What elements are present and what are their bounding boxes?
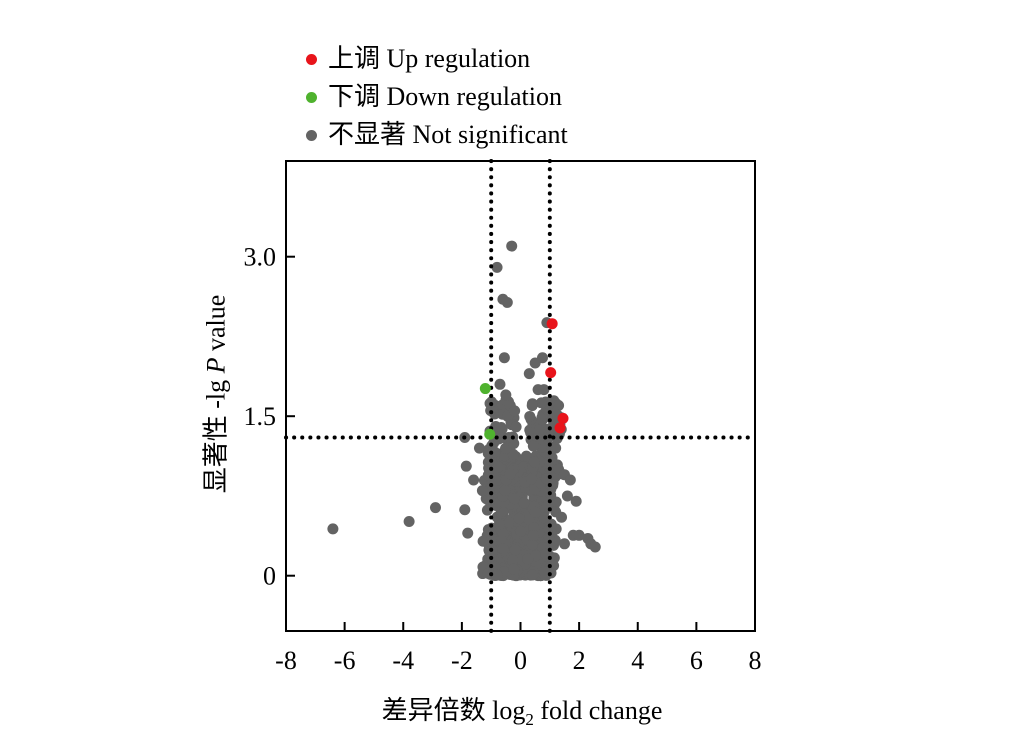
data-point-not-significant [561, 490, 573, 502]
data-point-not-significant [481, 504, 493, 516]
x-axis-label-suffix: fold change [533, 696, 663, 725]
data-point-not-significant [508, 563, 520, 575]
data-point-not-significant [482, 469, 494, 481]
data-point-not-significant [494, 378, 506, 390]
data-point-not-significant [520, 450, 532, 462]
x-axis-label-subscript: 2 [525, 710, 534, 730]
data-point-not-significant [538, 384, 550, 396]
data-point-not-significant [522, 553, 534, 565]
data-point-not-significant [491, 569, 503, 581]
data-point-not-significant [462, 527, 474, 539]
data-point-up-regulated [554, 422, 566, 434]
y-tick-label: 3.0 [244, 243, 277, 272]
data-point-not-significant [500, 389, 512, 401]
data-point-not-significant [528, 456, 540, 468]
y-tick-label: 1.5 [244, 402, 277, 431]
data-point-not-significant [527, 569, 539, 581]
y-axis-label-suffix: value [201, 294, 231, 358]
data-point-not-significant [513, 513, 525, 525]
data-point-up-regulated [557, 412, 569, 424]
data-point-not-significant [473, 442, 485, 454]
data-point-not-significant [525, 427, 537, 439]
data-point-not-significant [570, 495, 582, 507]
x-tick-label: -8 [275, 646, 297, 675]
x-tick-label: -6 [334, 646, 356, 675]
data-point-not-significant [526, 539, 538, 551]
data-point-not-significant [492, 461, 504, 473]
data-point-up-regulated [546, 318, 558, 330]
data-point-not-significant [476, 485, 488, 497]
data-point-not-significant [509, 544, 521, 556]
x-tick-label: -4 [392, 646, 414, 675]
data-point-not-significant [529, 357, 541, 369]
data-point-not-significant [527, 529, 539, 541]
x-tick-label: 2 [573, 646, 586, 675]
data-point-down-regulated [479, 383, 491, 395]
data-point-not-significant [548, 560, 560, 572]
data-point-not-significant [523, 368, 535, 380]
data-point-not-significant [403, 515, 415, 527]
data-point-not-significant [327, 523, 339, 535]
data-point-not-significant [539, 566, 551, 578]
data-point-not-significant [506, 240, 518, 252]
y-axis-label-prefix: 显著性 -lg [201, 373, 231, 494]
data-point-not-significant [525, 473, 537, 485]
x-tick-label: 8 [749, 646, 762, 675]
legend-label-not-significant: 不显著 Not significant [328, 120, 568, 149]
data-point-not-significant [460, 460, 472, 472]
data-point-not-significant [503, 517, 515, 529]
data-point-not-significant [547, 479, 559, 491]
data-point-not-significant [500, 442, 512, 454]
data-point-not-significant [564, 474, 576, 486]
data-point-not-significant [515, 525, 527, 537]
x-tick-label: -2 [451, 646, 473, 675]
data-point-not-significant [526, 400, 538, 412]
data-point-not-significant [573, 529, 585, 541]
legend-label-up: 上调 Up regulation [328, 44, 531, 73]
data-point-not-significant [504, 468, 516, 480]
data-point-not-significant [538, 512, 550, 524]
legend-marker-not-significant [306, 130, 317, 141]
y-tick-label: 0 [263, 562, 276, 591]
data-point-not-significant [486, 396, 498, 408]
data-point-not-significant [497, 543, 509, 555]
data-point-not-significant [498, 352, 510, 364]
data-point-up-regulated [545, 367, 557, 379]
data-point-not-significant [527, 440, 539, 452]
data-point-not-significant [556, 511, 568, 523]
y-axis-label: 显著性 -lg P value [196, 295, 233, 494]
data-point-not-significant [509, 405, 521, 417]
data-point-not-significant [558, 538, 570, 550]
data-point-not-significant [524, 410, 536, 422]
data-point-not-significant [529, 506, 541, 518]
data-point-not-significant [535, 397, 547, 409]
data-point-not-significant [550, 442, 562, 454]
data-point-not-significant [501, 296, 513, 308]
data-point-not-significant [543, 531, 555, 543]
data-point-not-significant [499, 484, 511, 496]
data-point-not-significant [589, 541, 601, 553]
data-point-not-significant [507, 554, 519, 566]
legend-marker-down [306, 92, 317, 103]
data-point-not-significant [459, 504, 471, 516]
legend-label-down: 下调 Down regulation [328, 82, 562, 111]
x-tick-label: 6 [690, 646, 703, 675]
x-tick-label: 4 [631, 646, 644, 675]
data-point-not-significant [491, 261, 503, 273]
y-axis-label-italic: P [201, 357, 231, 374]
data-point-not-significant [510, 421, 522, 433]
legend-marker-up [306, 54, 317, 65]
x-axis-label-prefix: 差异倍数 log [381, 696, 526, 725]
x-axis-label: 差异倍数 log2 fold change [382, 690, 663, 730]
x-tick-label: 0 [514, 646, 527, 675]
data-point-down-regulated [484, 428, 496, 440]
data-point-not-significant [553, 399, 565, 411]
data-point-not-significant [518, 497, 530, 509]
data-point-not-significant [509, 493, 521, 505]
data-point-not-significant [468, 474, 480, 486]
data-point-not-significant [429, 502, 441, 514]
data-point-not-significant [507, 448, 519, 460]
